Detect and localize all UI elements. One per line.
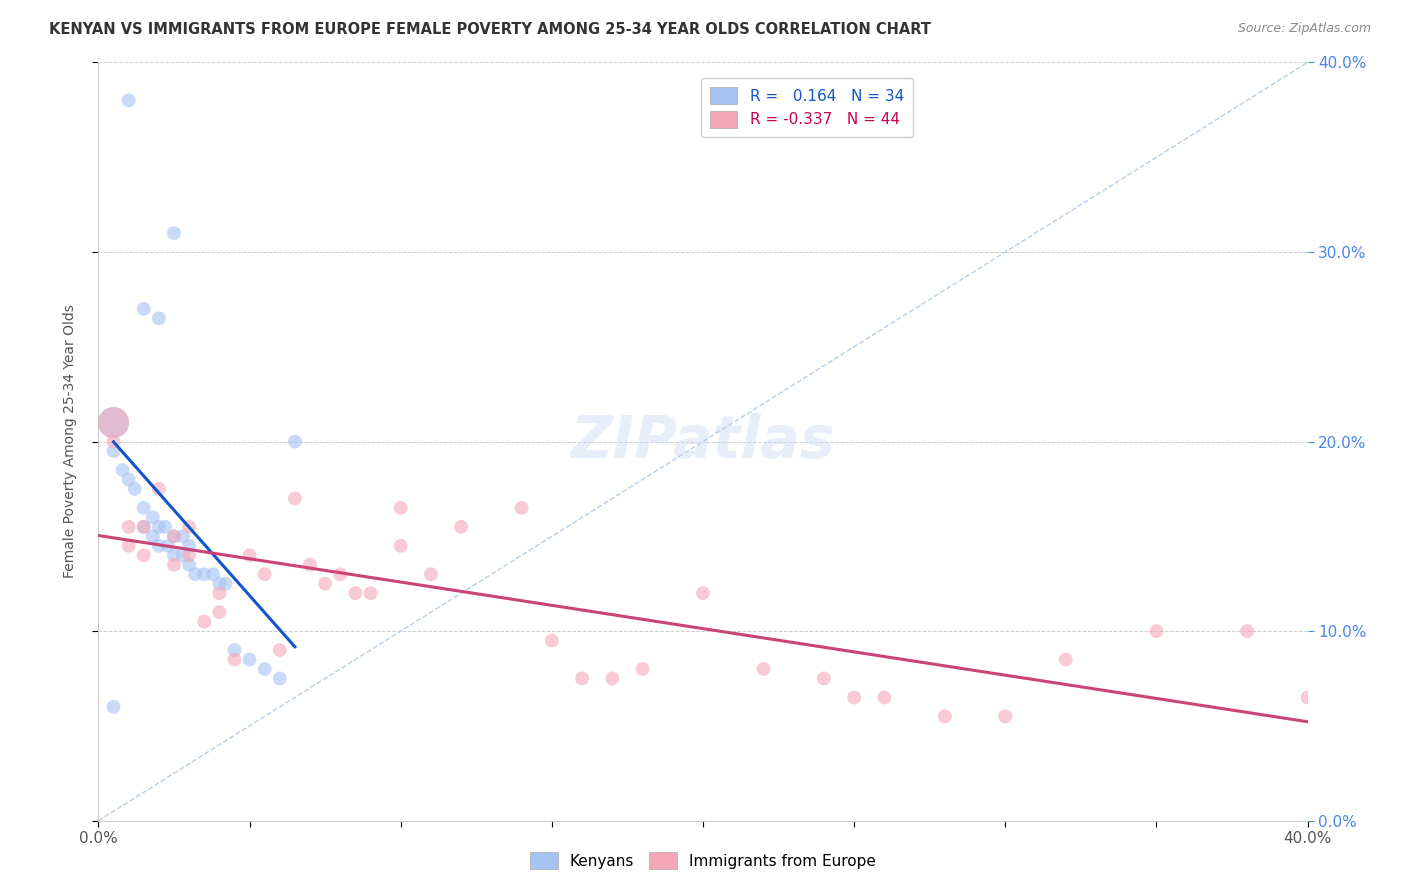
Point: [179, 558, 201, 572]
Point: [163, 548, 186, 563]
Point: [179, 548, 201, 563]
Point: [314, 576, 336, 591]
Point: [692, 586, 714, 600]
Point: [420, 567, 443, 582]
Point: [1054, 652, 1077, 666]
Point: [184, 567, 207, 582]
Point: [844, 690, 866, 705]
Point: [994, 709, 1017, 723]
Point: [208, 586, 231, 600]
Point: [163, 529, 186, 543]
Point: [540, 633, 562, 648]
Point: [118, 520, 141, 534]
Text: Source: ZipAtlas.com: Source: ZipAtlas.com: [1237, 22, 1371, 36]
Point: [193, 615, 215, 629]
Point: [253, 567, 276, 582]
Point: [193, 567, 215, 582]
Point: [103, 699, 125, 714]
Point: [148, 520, 170, 534]
Point: [163, 226, 186, 240]
Point: [179, 539, 201, 553]
Point: [284, 491, 307, 506]
Point: [142, 510, 165, 524]
Point: [163, 558, 186, 572]
Point: [148, 482, 170, 496]
Point: [602, 672, 624, 686]
Point: [631, 662, 654, 676]
Point: [813, 672, 835, 686]
Point: [571, 672, 593, 686]
Point: [142, 529, 165, 543]
Point: [132, 520, 155, 534]
Point: [1144, 624, 1167, 639]
Point: [450, 520, 472, 534]
Point: [132, 301, 155, 316]
Point: [224, 652, 246, 666]
Point: [1296, 690, 1319, 705]
Point: [284, 434, 307, 449]
Point: [214, 576, 236, 591]
Point: [224, 643, 246, 657]
Point: [153, 520, 176, 534]
Point: [360, 586, 382, 600]
Point: [148, 539, 170, 553]
Point: [208, 576, 231, 591]
Point: [934, 709, 956, 723]
Point: [118, 539, 141, 553]
Legend: R =   0.164   N = 34, R = -0.337   N = 44: R = 0.164 N = 34, R = -0.337 N = 44: [700, 78, 912, 137]
Point: [156, 539, 179, 553]
Point: [239, 548, 262, 563]
Legend: Kenyans, Immigrants from Europe: Kenyans, Immigrants from Europe: [524, 846, 882, 875]
Point: [172, 529, 194, 543]
Point: [111, 463, 134, 477]
Point: [103, 416, 125, 430]
Point: [118, 473, 141, 487]
Point: [124, 482, 146, 496]
Point: [179, 520, 201, 534]
Point: [202, 567, 225, 582]
Point: [873, 690, 896, 705]
Point: [118, 94, 141, 108]
Point: [344, 586, 367, 600]
Point: [269, 672, 291, 686]
Point: [389, 539, 412, 553]
Point: [103, 434, 125, 449]
Point: [299, 558, 322, 572]
Y-axis label: Female Poverty Among 25-34 Year Olds: Female Poverty Among 25-34 Year Olds: [63, 304, 77, 579]
Point: [132, 548, 155, 563]
Point: [752, 662, 775, 676]
Point: [103, 416, 125, 430]
Point: [389, 500, 412, 515]
Point: [103, 444, 125, 458]
Point: [148, 311, 170, 326]
Point: [1236, 624, 1258, 639]
Point: [132, 500, 155, 515]
Point: [269, 643, 291, 657]
Text: KENYAN VS IMMIGRANTS FROM EUROPE FEMALE POVERTY AMONG 25-34 YEAR OLDS CORRELATIO: KENYAN VS IMMIGRANTS FROM EUROPE FEMALE …: [49, 22, 931, 37]
Point: [172, 548, 194, 563]
Point: [239, 652, 262, 666]
Point: [510, 500, 533, 515]
Point: [253, 662, 276, 676]
Point: [163, 529, 186, 543]
Text: ZIPatlas: ZIPatlas: [571, 413, 835, 470]
Point: [329, 567, 352, 582]
Point: [208, 605, 231, 619]
Point: [132, 520, 155, 534]
